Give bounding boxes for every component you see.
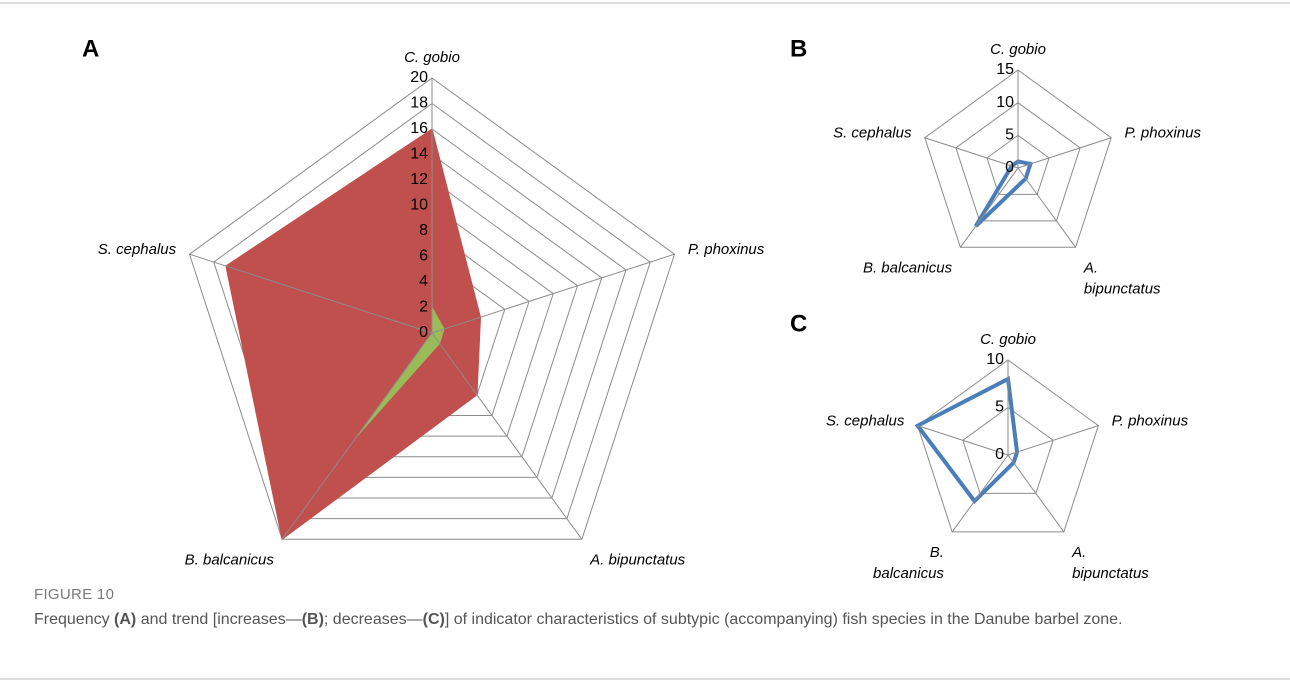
category-label: C. gobio <box>404 49 460 66</box>
category-label-line: A. <box>1071 544 1086 561</box>
r-tick-label: 2 <box>419 299 428 316</box>
spoke <box>917 425 1009 456</box>
r-tick-label: 10 <box>986 351 1004 368</box>
r-tick-label: 0 <box>419 324 428 341</box>
caption-part: (C) <box>422 611 445 628</box>
spoke <box>1007 454 1065 533</box>
category-label: P. phoxinus <box>1125 124 1202 141</box>
panel-label: B <box>790 35 807 62</box>
category-label: B. balcanicus <box>873 544 944 582</box>
grid-ring <box>962 406 1054 494</box>
r-tick-label: 5 <box>995 399 1004 416</box>
category-label: C. gobio <box>980 331 1036 348</box>
grid-ring <box>213 102 651 520</box>
r-tick-label: 14 <box>410 146 428 163</box>
radar-line <box>914 375 1020 505</box>
spoke <box>1017 167 1077 248</box>
category-label-line: A. <box>1083 260 1098 277</box>
spoke <box>281 332 433 540</box>
category-label-line: bipunctatus <box>1072 565 1149 582</box>
panel-label: C <box>790 310 807 337</box>
r-tick-label: 10 <box>996 94 1014 111</box>
category-label-line: balcanicus <box>873 565 944 582</box>
caption-part: ] of indicator characteristics of subtyp… <box>444 611 1123 628</box>
category-label: S. cephalus <box>98 241 177 258</box>
caption-part: (A) <box>114 611 137 628</box>
r-tick-label: 0 <box>1005 159 1014 176</box>
category-label: P. phoxinus <box>688 241 765 258</box>
r-tick-label: 10 <box>410 197 428 214</box>
radar-line <box>974 159 1034 228</box>
r-tick-label: 6 <box>419 248 428 265</box>
r-tick-label: 8 <box>419 222 428 239</box>
category-label: B. balcanicus <box>863 260 953 277</box>
category-label: S. cephalus <box>833 124 912 141</box>
r-tick-label: 0 <box>995 446 1004 463</box>
r-tick-label: 15 <box>996 61 1014 78</box>
category-label: B. balcanicus <box>185 552 275 569</box>
category-label: A. bipunctatus <box>1083 260 1161 298</box>
category-label: P. phoxinus <box>1112 412 1189 429</box>
figure-label: FIGURE 10 <box>34 586 115 603</box>
r-tick-label: 4 <box>419 273 428 290</box>
r-tick-label: 5 <box>1005 127 1014 144</box>
r-tick-label: 16 <box>410 120 428 137</box>
caption-part: and trend [increases— <box>136 611 302 628</box>
spoke <box>1007 425 1099 456</box>
radar-area <box>225 128 482 541</box>
caption-part: Frequency <box>34 611 115 628</box>
category-label: S. cephalus <box>826 412 905 429</box>
spoke <box>431 332 583 540</box>
r-tick-label: 12 <box>410 171 428 188</box>
category-label: A. bipunctatus <box>589 552 686 569</box>
spoke <box>951 454 1009 533</box>
caption-part: (B) <box>301 611 324 628</box>
r-tick-label: 20 <box>410 69 428 86</box>
spoke <box>924 137 1019 169</box>
figure-caption: Frequency (A) and trend [increases—(B); … <box>34 608 1244 631</box>
spoke <box>189 253 433 334</box>
grid-ring <box>917 359 1099 533</box>
grid-ring <box>188 77 676 540</box>
spoke <box>1017 137 1112 169</box>
spoke <box>959 167 1019 248</box>
caption-part: ; decreases— <box>323 611 423 628</box>
category-label: A. bipunctatus <box>1071 544 1149 582</box>
grid-ring <box>955 102 1081 222</box>
category-label-line: B. <box>930 544 944 561</box>
grid-ring <box>924 69 1112 248</box>
category-label: C. gobio <box>990 41 1046 58</box>
grid-ring <box>986 134 1050 195</box>
r-tick-label: 18 <box>410 95 428 112</box>
panel-label: A <box>82 35 99 62</box>
spoke <box>431 253 675 334</box>
category-label-line: bipunctatus <box>1084 281 1161 298</box>
